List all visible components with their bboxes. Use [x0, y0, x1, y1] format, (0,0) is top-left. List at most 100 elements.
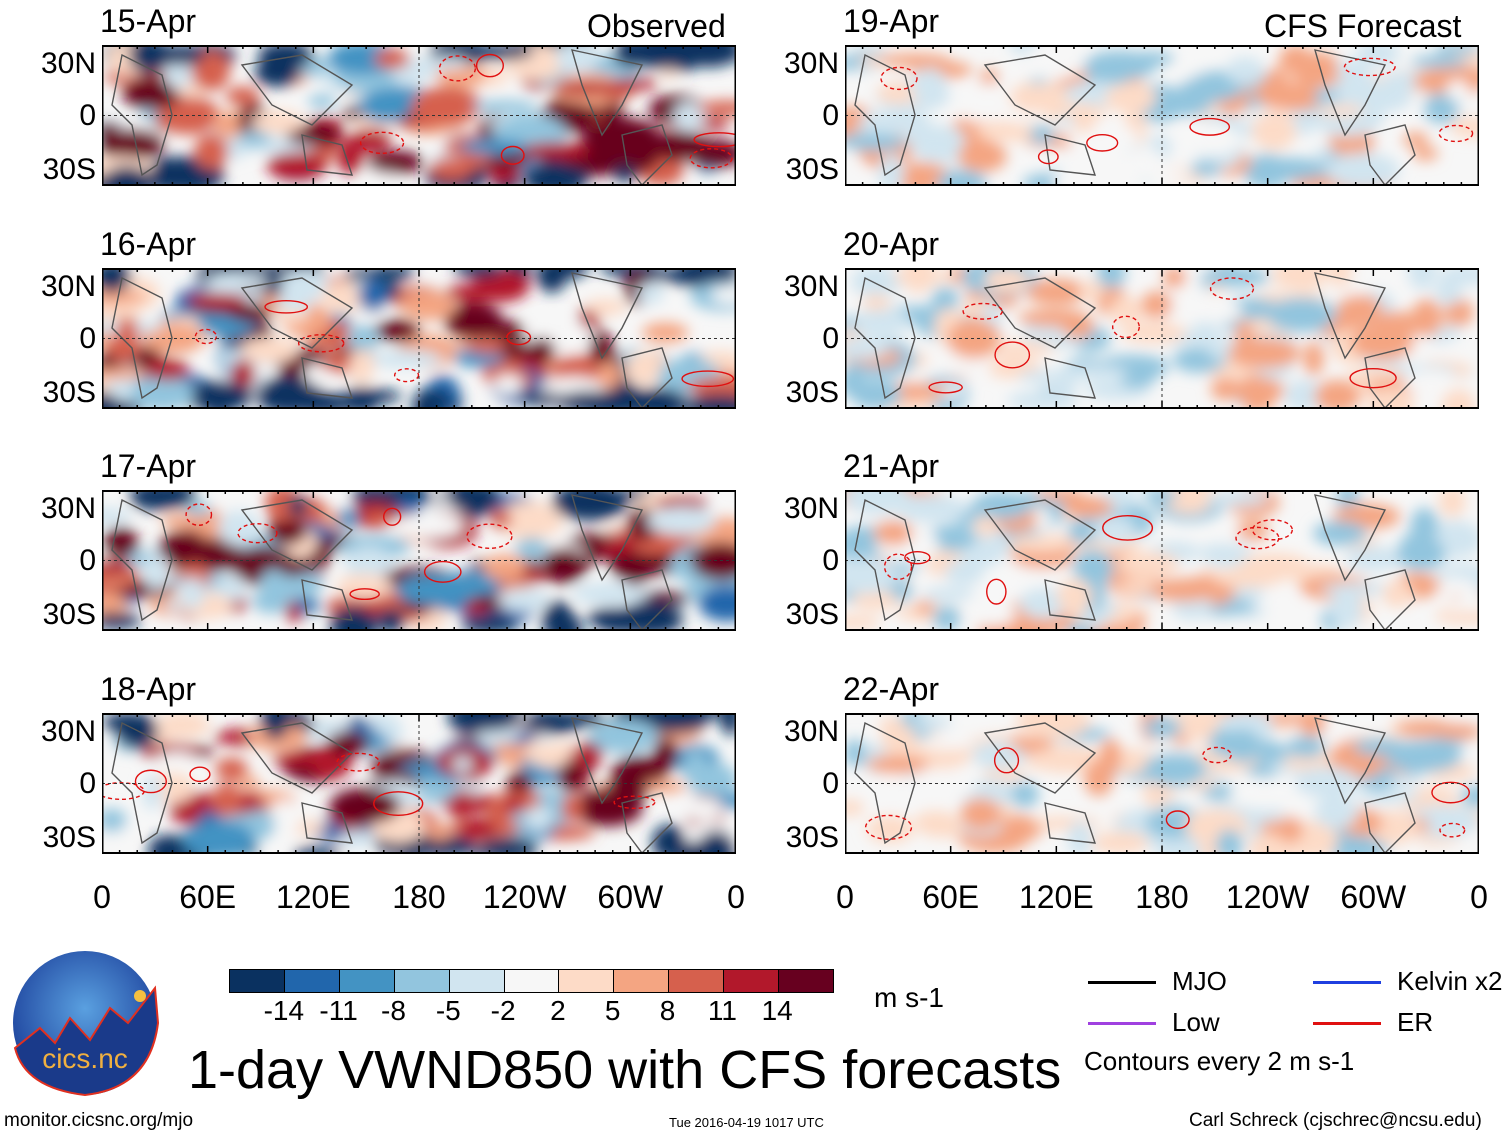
- er-contour: [883, 553, 913, 581]
- er-contour: [689, 148, 733, 169]
- wind-anomaly-blob: [845, 133, 907, 151]
- wind-anomaly-blob: [186, 292, 249, 309]
- wind-anomaly-blob: [1061, 314, 1095, 339]
- colorbar-tick: -14: [263, 995, 305, 1026]
- wind-anomaly-blob: [697, 100, 736, 116]
- legend-line-kelvin-x2: [1313, 981, 1381, 984]
- colorbar-tick: 8: [659, 995, 676, 1026]
- wind-anomaly-blob: [1078, 280, 1105, 302]
- wind-anomaly-blob: [720, 713, 736, 736]
- wind-anomaly-blob: [1215, 829, 1243, 854]
- wind-anomaly-blob: [987, 341, 1056, 356]
- er-contour: [904, 550, 931, 565]
- map-panel: [845, 268, 1479, 409]
- wind-anomaly-blob: [911, 67, 948, 105]
- wind-anomaly-blob: [348, 128, 392, 152]
- lat-label: 0: [822, 767, 839, 800]
- panel-date-title: 20-Apr: [843, 226, 940, 262]
- wind-anomaly-blob: [102, 560, 132, 578]
- wind-anomaly-blob: [396, 496, 425, 514]
- wind-anomaly-blob: [1316, 104, 1365, 117]
- wind-anomaly-blob: [155, 713, 211, 739]
- colorbar-swatch: [448, 970, 504, 992]
- wind-anomaly-blob: [368, 349, 444, 369]
- wind-anomaly-blob: [710, 286, 736, 304]
- map-panel: [102, 713, 736, 854]
- wind-anomaly-blob: [102, 165, 152, 186]
- wind-anomaly-blob: [971, 528, 1009, 564]
- wind-anomaly-blob: [1402, 132, 1429, 147]
- wind-anomaly-blob: [648, 713, 723, 722]
- contour-note: Contours every 2 m s-1: [1084, 1046, 1355, 1076]
- wind-anomaly-blob: [102, 612, 141, 629]
- lat-label: 30S: [785, 376, 839, 409]
- wind-anomaly-blob: [1381, 581, 1414, 608]
- wind-anomaly-blob: [572, 582, 647, 605]
- er-contour: [1343, 57, 1396, 77]
- wind-anomaly-blob: [461, 616, 519, 631]
- wind-anomaly-blob: [1325, 152, 1401, 186]
- lat-label: 30N: [40, 47, 96, 80]
- wind-anomaly-blob: [422, 389, 452, 408]
- wind-anomaly-blob: [957, 140, 1007, 173]
- lon-label: 60W: [1340, 879, 1407, 915]
- wind-anomaly-blob: [866, 815, 915, 844]
- wind-anomaly-blob: [647, 506, 716, 536]
- wind-anomaly-blob: [1345, 545, 1404, 571]
- wind-anomaly-blob: [1303, 341, 1324, 376]
- wind-anomaly-blob: [182, 820, 256, 854]
- map-panel: [845, 713, 1479, 854]
- lon-label: 0: [836, 879, 854, 915]
- coastline: [854, 272, 1416, 409]
- wind-anomaly-blob: [1096, 268, 1126, 290]
- wind-anomaly-blob: [1434, 278, 1463, 306]
- colorbar-swatch: [668, 970, 724, 992]
- wind-anomaly-blob: [555, 390, 626, 409]
- wind-anomaly-blob: [927, 524, 977, 552]
- wind-anomaly-blob: [866, 755, 930, 775]
- wind-anomaly-blob: [1335, 59, 1368, 77]
- wind-anomaly-blob: [352, 490, 396, 508]
- wind-anomaly-blob: [194, 133, 229, 170]
- er-contour: [134, 769, 167, 794]
- wind-anomaly-blob: [641, 322, 689, 343]
- panel-date-title: 16-Apr: [100, 226, 197, 262]
- wind-anomaly-blob: [1438, 490, 1466, 518]
- wind-anomaly-blob: [129, 376, 195, 409]
- wind-anomaly-blob: [973, 515, 998, 537]
- er-contour: [1202, 746, 1232, 764]
- wind-anomaly-blob: [339, 830, 374, 849]
- wind-anomaly-blob: [687, 376, 736, 398]
- panel-date-title: 22-Apr: [843, 671, 940, 707]
- wind-anomaly-blob: [914, 810, 957, 829]
- map-panel: [845, 45, 1479, 186]
- footer-url[interactable]: monitor.cicsnc.org/mjo: [4, 1110, 194, 1131]
- lat-label: 30S: [42, 376, 96, 409]
- forecast-label: CFS Forecast: [1264, 8, 1462, 44]
- wind-anomaly-blob: [145, 359, 190, 381]
- wind-anomaly-blob: [1228, 337, 1301, 369]
- wind-anomaly-blob: [1396, 536, 1446, 571]
- coastline: [111, 272, 673, 409]
- lat-label: 30S: [42, 598, 96, 631]
- lon-label: 0: [1470, 879, 1488, 915]
- wind-anomaly-blob: [1144, 717, 1182, 739]
- wind-anomaly-blob: [503, 797, 526, 815]
- figure-title: 1-day VWND850 with CFS forecasts: [188, 1040, 1062, 1100]
- wind-anomaly-blob: [1367, 387, 1414, 409]
- wind-anomaly-blob: [612, 77, 659, 90]
- wind-anomaly-blob: [453, 268, 504, 278]
- er-contour: [681, 370, 735, 388]
- lon-label: 0: [93, 879, 111, 915]
- lat-label: 30N: [40, 492, 96, 525]
- wind-anomaly-blob: [873, 520, 914, 546]
- wind-anomaly-blob: [931, 287, 959, 314]
- wind-anomaly-blob: [102, 129, 165, 161]
- colorbar-swatch: [613, 970, 669, 992]
- colorbar: [229, 969, 834, 993]
- panel-date-title: 21-Apr: [843, 448, 940, 484]
- wind-anomaly-blob: [929, 353, 991, 377]
- legend-label: Kelvin x2: [1397, 966, 1503, 996]
- er-contour: [1165, 810, 1190, 830]
- legend-line-er: [1313, 1022, 1381, 1025]
